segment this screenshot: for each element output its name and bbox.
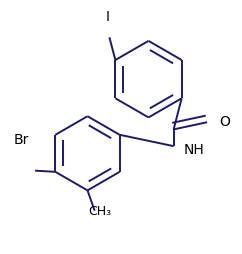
Text: Br: Br [13,133,29,147]
Text: NH: NH [183,144,204,157]
Text: CH₃: CH₃ [88,205,111,218]
Text: O: O [219,115,230,129]
Text: I: I [106,10,110,24]
